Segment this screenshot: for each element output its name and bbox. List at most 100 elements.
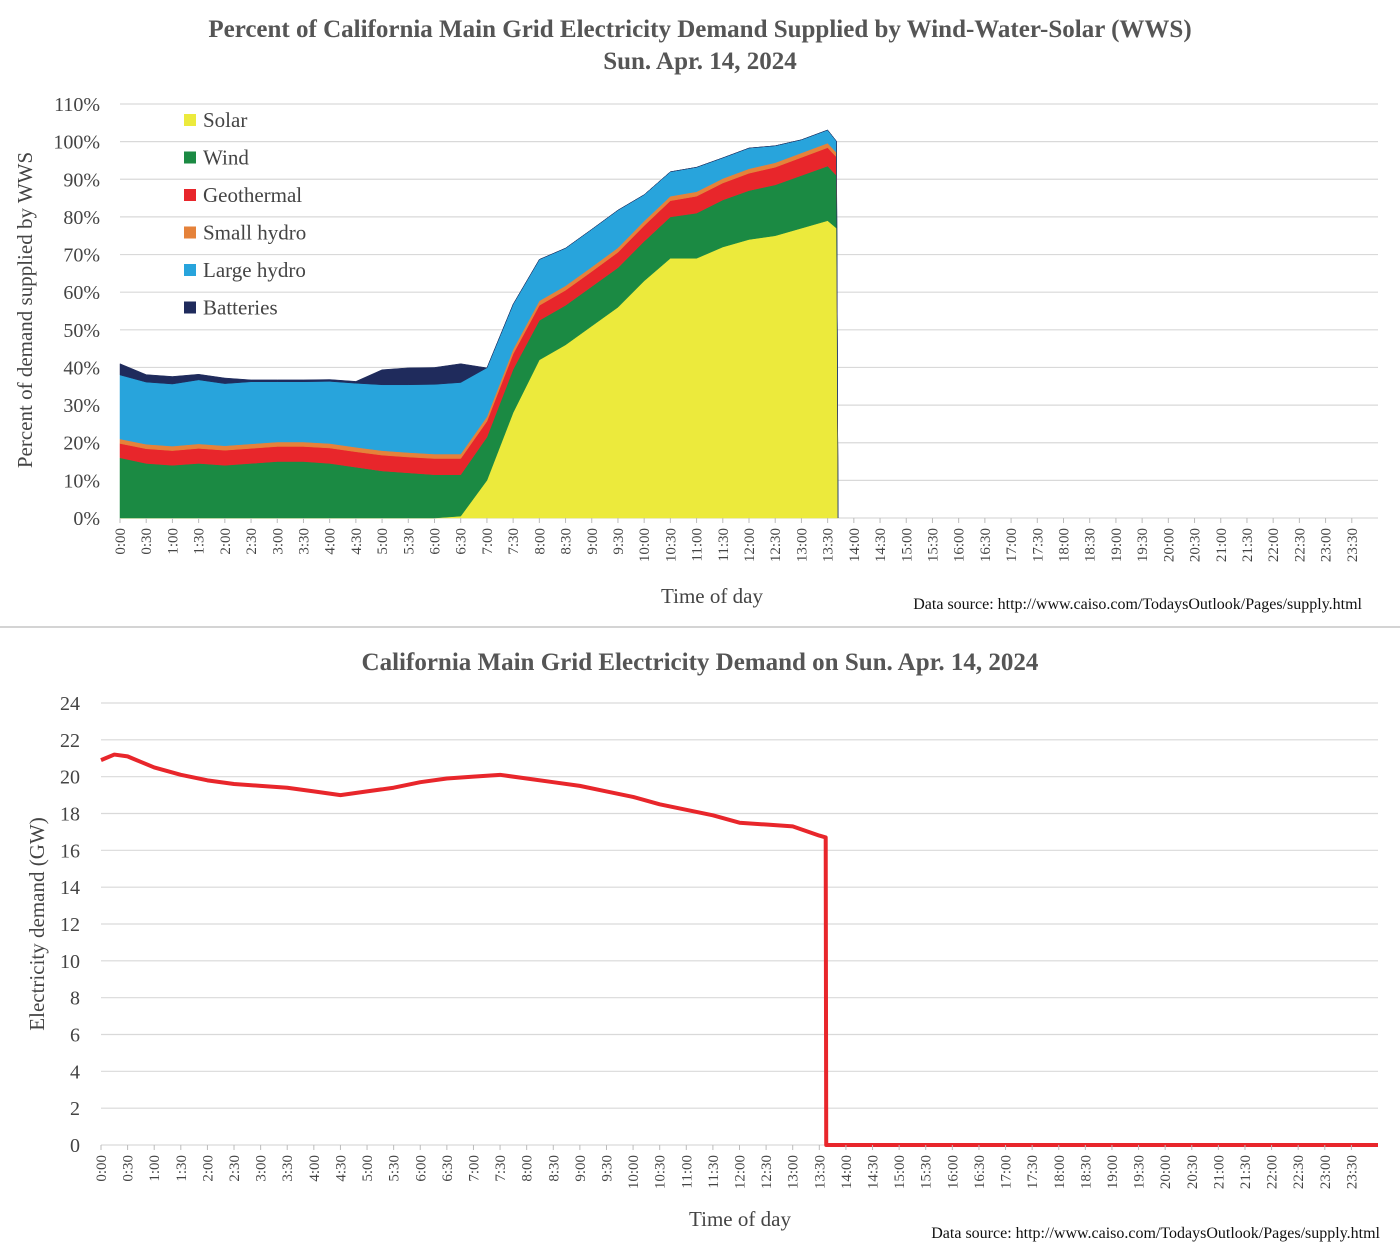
wws-percent-chart-panel: Percent of California Main Grid Electric… xyxy=(0,0,1400,626)
x-tick-label: 0:30 xyxy=(121,1155,137,1182)
y-tick-label: 100% xyxy=(53,132,100,154)
y-tick-label: 4 xyxy=(70,1061,80,1083)
x-tick-label: 17:30 xyxy=(1030,528,1046,562)
x-tick-label: 19:30 xyxy=(1135,528,1151,562)
y-tick-label: 80% xyxy=(63,207,100,229)
x-tick-label: 13:00 xyxy=(786,1155,802,1189)
y-tick-label: 90% xyxy=(63,169,100,191)
x-tick-label: 15:30 xyxy=(925,528,941,562)
y-tick-label: 110% xyxy=(54,94,100,116)
x-tick-label: 9:00 xyxy=(585,528,601,555)
x-tick-label: 9:30 xyxy=(611,528,627,555)
y-tick-label: 70% xyxy=(63,245,100,267)
x-tick-label: 2:00 xyxy=(200,1155,216,1182)
x-axis-label: Time of day xyxy=(689,1207,791,1231)
x-tick-label: 10:30 xyxy=(653,1155,669,1189)
x-tick-label: 4:30 xyxy=(333,1155,349,1182)
x-tick-label: 14:00 xyxy=(847,528,863,562)
x-tick-label: 12:00 xyxy=(733,1155,749,1189)
x-tick-label: 16:30 xyxy=(978,528,994,562)
x-tick-label: 15:00 xyxy=(899,528,915,562)
y-tick-label: 14 xyxy=(60,877,80,899)
x-tick-label: 21:00 xyxy=(1211,1155,1227,1189)
x-tick-label: 20:30 xyxy=(1188,528,1204,562)
x-tick-label: 7:00 xyxy=(480,528,496,555)
x-tick-label: 9:30 xyxy=(599,1155,615,1182)
x-tick-label: 13:30 xyxy=(812,1155,828,1189)
chart-title: Percent of California Main Grid Electric… xyxy=(208,16,1191,43)
x-tick-label: 12:30 xyxy=(759,1155,775,1189)
x-tick-label: 8:30 xyxy=(559,528,575,555)
x-tick-label: 13:00 xyxy=(794,528,810,562)
x-tick-label: 11:00 xyxy=(679,1155,695,1189)
y-tick-label: 20 xyxy=(60,767,80,789)
x-tick-label: 0:30 xyxy=(139,528,155,555)
y-tick-label: 30% xyxy=(63,395,100,417)
data-source: Data source: http://www.caiso.com/Todays… xyxy=(913,596,1362,613)
y-tick-label: 12 xyxy=(60,914,80,936)
y-axis-label: Electricity demand (GW) xyxy=(25,817,49,1030)
x-tick-label: 2:30 xyxy=(244,528,260,555)
x-tick-label: 19:30 xyxy=(1132,1155,1148,1189)
x-tick-label: 0:00 xyxy=(94,1155,110,1182)
x-tick-label: 6:00 xyxy=(413,1155,429,1182)
x-tick-label: 1:30 xyxy=(174,1155,190,1182)
y-tick-label: 10% xyxy=(63,470,100,492)
x-tick-label: 3:30 xyxy=(296,528,312,555)
x-tick-label: 20:00 xyxy=(1158,1155,1174,1189)
x-tick-label: 17:30 xyxy=(1025,1155,1041,1189)
x-tick-label: 9:00 xyxy=(573,1155,589,1182)
x-tick-label: 18:00 xyxy=(1052,1155,1068,1189)
chart-subtitle: Sun. Apr. 14, 2024 xyxy=(603,48,797,75)
x-tick-label: 15:30 xyxy=(919,1155,935,1189)
legend-label: Solar xyxy=(203,108,247,132)
demand-chart: California Main Grid Electricity Demand … xyxy=(25,649,1381,1242)
legend-swatch xyxy=(184,151,196,164)
x-tick-label: 16:30 xyxy=(972,1155,988,1189)
y-tick-label: 8 xyxy=(70,988,80,1010)
legend-label: Geothermal xyxy=(203,183,302,207)
y-tick-label: 18 xyxy=(60,804,80,826)
x-tick-label: 18:30 xyxy=(1083,528,1099,562)
legend-label: Batteries xyxy=(203,296,278,320)
x-tick-label: 20:00 xyxy=(1161,528,1177,562)
y-tick-label: 22 xyxy=(60,730,80,752)
y-tick-label: 0 xyxy=(70,1135,80,1157)
x-tick-label: 20:30 xyxy=(1185,1155,1201,1189)
x-tick-label: 6:30 xyxy=(440,1155,456,1182)
x-tick-label: 10:00 xyxy=(637,528,653,562)
y-tick-label: 6 xyxy=(70,1025,80,1047)
y-tick-label: 24 xyxy=(60,693,80,715)
chart-title: California Main Grid Electricity Demand … xyxy=(362,649,1039,676)
legend-swatch xyxy=(184,264,196,276)
x-tick-label: 23:30 xyxy=(1344,1155,1360,1189)
demand-line xyxy=(100,752,1378,1147)
x-axis-label: Time of day xyxy=(661,584,763,608)
x-tick-label: 16:00 xyxy=(952,528,968,562)
x-tick-label: 5:00 xyxy=(360,1155,376,1182)
x-tick-label: 15:00 xyxy=(892,1155,908,1189)
x-tick-label: 4:00 xyxy=(307,1155,323,1182)
y-axis-label: Percent of demand supplied by WWS xyxy=(13,152,37,468)
x-tick-label: 11:30 xyxy=(716,528,732,562)
x-tick-label: 11:00 xyxy=(690,528,706,562)
legend-label: Wind xyxy=(203,146,249,170)
x-tick-label: 17:00 xyxy=(999,1155,1015,1189)
x-tick-label: 1:30 xyxy=(192,528,208,555)
x-tick-label: 21:00 xyxy=(1214,528,1230,562)
area-batteries xyxy=(119,129,839,519)
legend-swatch xyxy=(184,114,196,126)
x-tick-label: 18:30 xyxy=(1078,1155,1094,1189)
x-tick-label: 16:00 xyxy=(945,1155,961,1189)
legend-swatch xyxy=(184,301,196,314)
x-tick-label: 6:30 xyxy=(454,528,470,555)
x-tick-label: 17:00 xyxy=(1004,528,1020,562)
x-tick-label: 5:30 xyxy=(387,1155,403,1182)
x-tick-label: 0:00 xyxy=(113,528,129,555)
x-tick-label: 12:00 xyxy=(742,528,758,562)
legend-label: Large hydro xyxy=(203,258,306,282)
x-tick-label: 13:30 xyxy=(821,528,837,562)
x-tick-label: 11:30 xyxy=(706,1155,722,1189)
x-tick-label: 12:30 xyxy=(768,528,784,562)
x-tick-label: 1:00 xyxy=(147,1155,163,1182)
